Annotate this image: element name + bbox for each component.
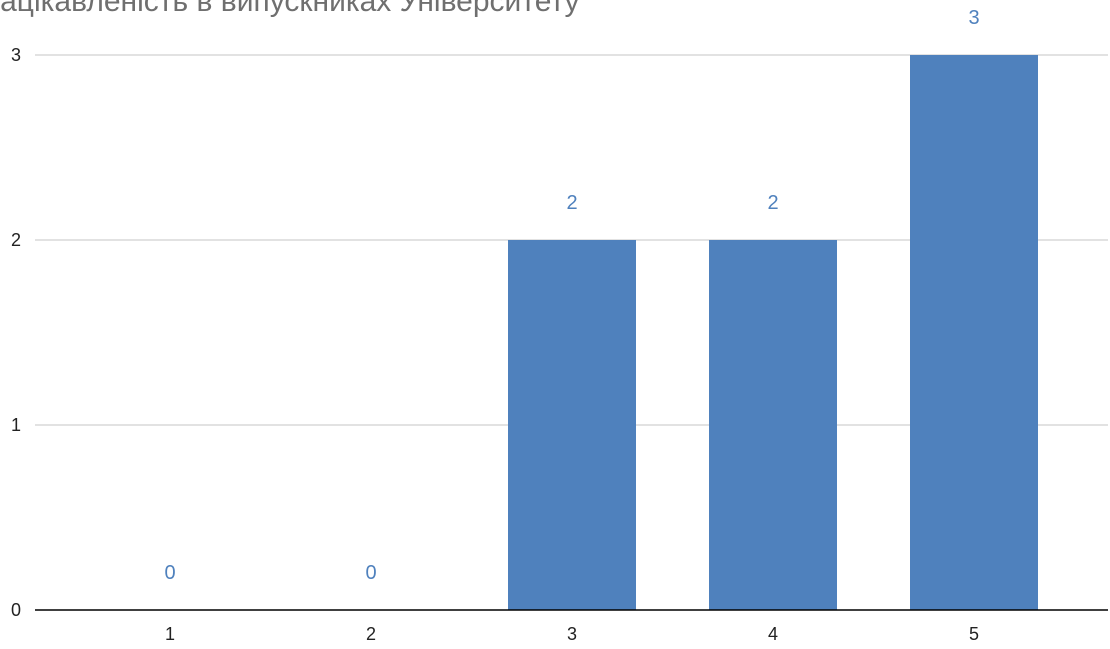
labels: 0 1 2 3 1 0 2 0 3 2 4 2 5 3: [11, 7, 980, 644]
bar: [508, 240, 636, 610]
x-tick-label: 5: [969, 624, 979, 644]
data-label: 0: [365, 562, 376, 584]
y-tick-label: 2: [11, 230, 21, 250]
data-label: 2: [767, 192, 778, 214]
data-label: 3: [968, 7, 979, 29]
x-tick-label: 1: [165, 624, 175, 644]
bars: [508, 55, 1038, 610]
y-tick-label: 1: [11, 415, 21, 435]
bar: [910, 55, 1038, 610]
data-label: 0: [164, 562, 175, 584]
chart-title: Зацікавленість в випускниках Університет…: [0, 0, 580, 18]
bar: [709, 240, 837, 610]
x-tick-label: 2: [366, 624, 376, 644]
y-tick-label: 3: [11, 45, 21, 65]
data-label: 2: [566, 192, 577, 214]
x-tick-label: 3: [567, 624, 577, 644]
x-tick-label: 4: [768, 624, 778, 644]
y-tick-label: 0: [11, 600, 21, 620]
